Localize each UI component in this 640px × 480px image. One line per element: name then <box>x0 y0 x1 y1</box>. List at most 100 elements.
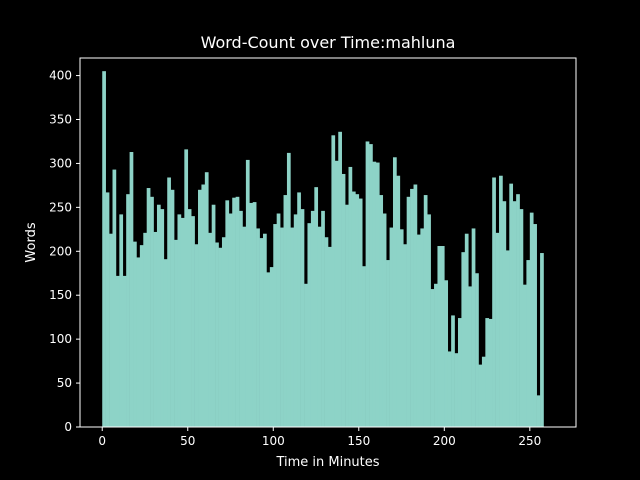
bar <box>413 184 418 427</box>
bar <box>102 71 106 428</box>
x-axis-label: Time in Minutes <box>275 455 379 470</box>
bar <box>389 227 394 427</box>
bar <box>239 210 243 427</box>
bar <box>495 232 500 427</box>
bar <box>283 195 288 427</box>
bar <box>204 172 209 427</box>
bar <box>310 210 315 427</box>
bar <box>379 195 384 427</box>
bar <box>468 286 472 427</box>
bar <box>399 229 404 427</box>
y-tick-label: 0 <box>64 420 72 434</box>
bar <box>184 149 189 427</box>
bar <box>211 204 216 427</box>
bar <box>122 275 127 427</box>
bar <box>263 233 267 427</box>
bar <box>485 318 490 427</box>
bar <box>133 241 137 427</box>
bar <box>331 135 336 427</box>
bar <box>177 214 182 427</box>
bar <box>512 201 517 427</box>
bar <box>369 144 373 427</box>
bar <box>434 283 438 427</box>
bar <box>420 228 425 427</box>
y-axis-ticks: 0 50 100 150 200 250 300 350 400 <box>49 69 80 434</box>
bar <box>457 318 462 427</box>
bar <box>307 223 312 427</box>
bar <box>427 214 431 427</box>
bar <box>304 283 308 427</box>
y-tick-label: 300 <box>49 156 72 170</box>
bar <box>358 198 363 427</box>
bar <box>191 216 195 427</box>
bar <box>259 238 264 427</box>
y-tick-label: 50 <box>57 376 72 390</box>
bar <box>533 224 537 427</box>
bar <box>324 237 329 427</box>
bar <box>345 204 349 427</box>
bar <box>249 202 254 427</box>
bar <box>355 194 360 427</box>
y-axis-label: Words <box>24 222 39 262</box>
bar <box>163 259 168 427</box>
x-tick-label: 100 <box>262 434 285 448</box>
bar <box>156 204 161 427</box>
bar <box>180 217 185 427</box>
bar <box>139 245 144 427</box>
bar <box>481 356 486 427</box>
bar <box>297 192 301 427</box>
y-tick-label: 200 <box>49 244 72 258</box>
bar <box>235 196 240 427</box>
x-axis-ticks: 0 50 100 150 200 250 <box>98 427 541 448</box>
bar <box>423 195 428 427</box>
bar <box>461 252 466 427</box>
bar <box>502 201 507 427</box>
bar <box>143 232 147 427</box>
bar <box>153 231 158 427</box>
bar <box>338 131 342 428</box>
bar <box>115 275 120 427</box>
bar <box>475 273 479 427</box>
bar <box>509 183 514 427</box>
chart-title: Word-Count over Time:mahluna <box>201 33 456 52</box>
bar <box>280 227 284 427</box>
x-tick-label: 250 <box>518 434 541 448</box>
bar <box>174 239 178 427</box>
bar <box>362 266 366 427</box>
bar <box>225 200 230 427</box>
bar <box>256 228 260 427</box>
bar <box>269 267 274 427</box>
bar <box>526 260 531 427</box>
bar <box>471 228 476 427</box>
bar <box>447 351 452 427</box>
x-tick-label: 0 <box>98 434 106 448</box>
bar <box>348 166 353 427</box>
bar <box>218 247 223 427</box>
bars-group <box>102 71 544 428</box>
bar <box>129 152 134 427</box>
bar <box>167 177 171 427</box>
bar <box>410 188 414 427</box>
bar <box>519 209 524 427</box>
x-tick-label: 200 <box>433 434 456 448</box>
y-tick-label: 350 <box>49 113 72 127</box>
x-tick-label: 150 <box>347 434 370 448</box>
bar <box>351 191 356 427</box>
bar <box>232 197 236 427</box>
bar <box>317 226 322 427</box>
plot-frame <box>79 57 577 428</box>
bar <box>321 210 325 427</box>
bar <box>406 196 411 427</box>
bar <box>478 364 483 427</box>
bar <box>464 233 469 427</box>
bar <box>505 250 510 427</box>
bar <box>109 233 113 427</box>
y-tick-label: 400 <box>49 69 72 83</box>
bar <box>440 246 445 427</box>
bar <box>540 253 544 427</box>
bar <box>499 175 503 427</box>
bar <box>198 189 202 427</box>
bar <box>328 246 332 427</box>
bar <box>266 272 271 427</box>
bar <box>454 353 459 427</box>
